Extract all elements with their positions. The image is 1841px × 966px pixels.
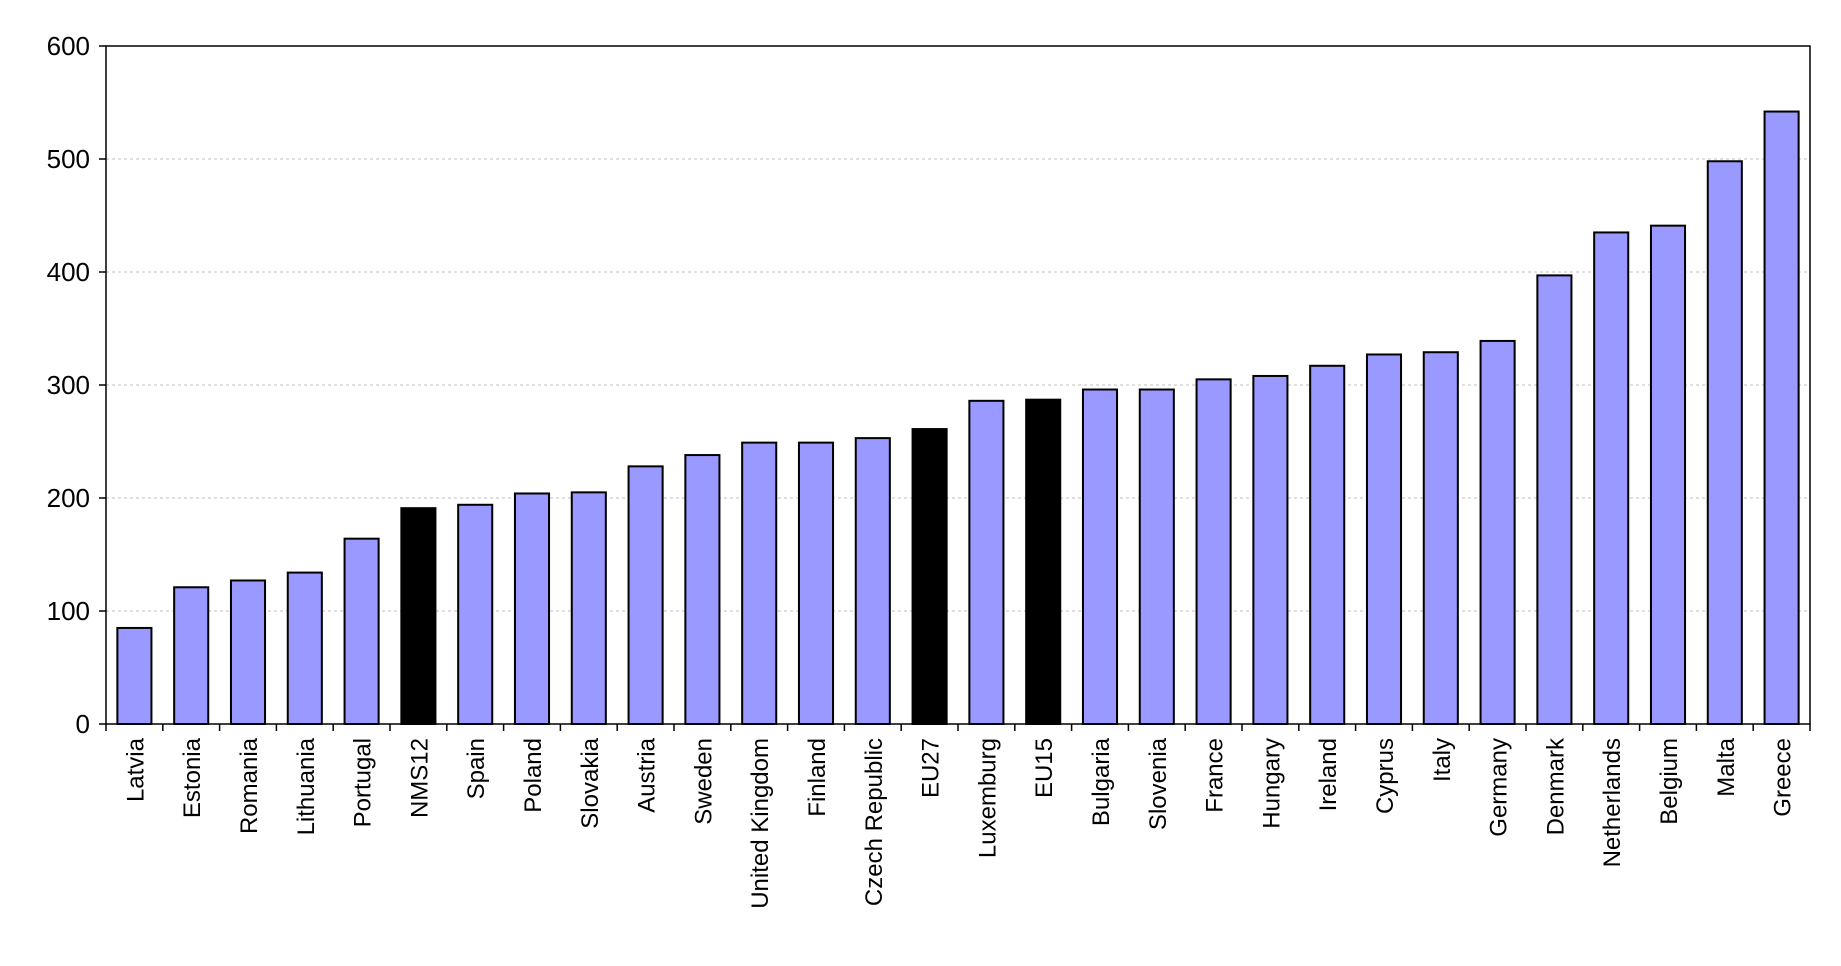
x-category-label: Finland xyxy=(804,738,831,817)
bar-czech-republic xyxy=(854,437,891,725)
bar-finland xyxy=(797,441,835,725)
bar-hungary xyxy=(1252,374,1289,725)
x-category-label: Germany xyxy=(1486,738,1513,837)
x-category-label: EU27 xyxy=(918,738,945,798)
bar-eu15 xyxy=(1025,398,1062,725)
bar-netherlands xyxy=(1593,231,1630,725)
bar-sweden xyxy=(684,454,721,725)
x-category-label: Czech Republic xyxy=(861,738,888,906)
y-tick-label: 200 xyxy=(47,483,90,513)
x-category-label: United Kingdom xyxy=(747,738,774,909)
x-category-label: Latvia xyxy=(122,737,149,802)
y-tick-label: 100 xyxy=(47,596,90,626)
y-tick-label: 400 xyxy=(47,257,90,287)
x-category-label: EU15 xyxy=(1031,738,1058,798)
bar-bulgaria xyxy=(1081,388,1119,725)
x-category-label: Greece xyxy=(1770,738,1797,817)
x-category-label: Bulgaria xyxy=(1088,737,1115,826)
bar-italy xyxy=(1422,351,1459,725)
x-category-label: Luxemburg xyxy=(974,738,1001,858)
bar-nms12 xyxy=(400,507,437,726)
bar-spain xyxy=(457,503,494,725)
y-tick-label: 0 xyxy=(76,709,90,739)
bar-latvia xyxy=(116,626,153,726)
x-category-label: Denmark xyxy=(1542,737,1569,835)
x-category-label: Ireland xyxy=(1315,738,1342,811)
x-category-label: France xyxy=(1202,738,1229,813)
x-category-label: Sweden xyxy=(690,738,717,825)
x-category-label: Hungary xyxy=(1258,738,1285,829)
axes xyxy=(99,45,1811,731)
bar-belgium xyxy=(1649,224,1687,725)
x-category-label: Estonia xyxy=(179,737,206,818)
bar-ireland xyxy=(1309,364,1346,725)
bar-lithuania xyxy=(286,571,323,726)
bar-slovakia xyxy=(570,491,607,725)
x-category-label: Slovenia xyxy=(1145,737,1172,830)
x-category-label: Netherlands xyxy=(1599,738,1626,867)
x-category-label: Romania xyxy=(236,737,263,834)
bars xyxy=(116,110,1800,726)
x-category-label: Malta xyxy=(1713,737,1740,796)
x-category-label: Slovakia xyxy=(577,737,604,828)
x-category-label: Italy xyxy=(1429,738,1456,782)
bar-france xyxy=(1195,378,1232,725)
x-category-label: Portugal xyxy=(350,738,377,827)
x-category-label: NMS12 xyxy=(406,738,433,818)
x-category-label: Cyprus xyxy=(1372,738,1399,814)
bar-denmark xyxy=(1536,274,1573,725)
bar-malta xyxy=(1706,160,1743,725)
bar-cyprus xyxy=(1365,353,1403,725)
bar-austria xyxy=(627,465,664,725)
x-category-label: Spain xyxy=(463,738,490,799)
x-category-label: Austria xyxy=(634,737,661,812)
bar-eu27 xyxy=(911,428,948,725)
y-tick-labels: 0 100 200 300 400 500 600 xyxy=(47,31,90,739)
y-tick-label: 300 xyxy=(47,370,90,400)
x-category-label: Poland xyxy=(520,738,547,813)
y-tick-label: 600 xyxy=(47,31,90,61)
gridlines xyxy=(106,158,1810,612)
x-category-label: Lithuania xyxy=(293,737,320,835)
x-category-labels: Latvia Estonia Romania Lithuania Portugal NMS… xyxy=(122,737,1796,909)
y-tick-label: 500 xyxy=(47,144,90,174)
bar-slovenia xyxy=(1138,388,1175,725)
bar-luxemburg xyxy=(968,399,1005,725)
bar-greece xyxy=(1763,110,1800,726)
bar-poland xyxy=(513,492,551,726)
x-category-label: Belgium xyxy=(1656,738,1683,825)
bar-romania xyxy=(229,579,267,725)
bar-united-kingdom xyxy=(741,441,778,725)
bar-estonia xyxy=(173,586,210,726)
bar-portugal xyxy=(343,537,380,725)
bar-germany xyxy=(1479,339,1516,725)
